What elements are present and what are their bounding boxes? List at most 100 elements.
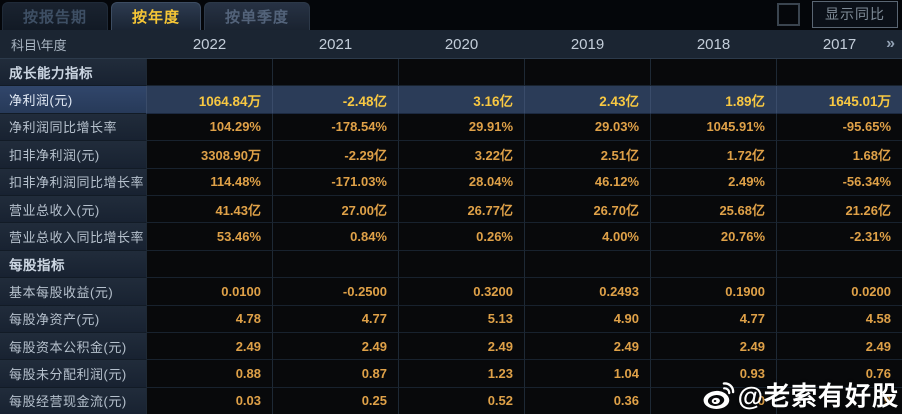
row-label: 扣非净利润同比增长率 xyxy=(0,168,146,196)
value-cell: -2.31% xyxy=(776,223,902,251)
table-header-row: 科目\年度 2022 2021 2020 2019 2018 2017 » xyxy=(0,30,902,59)
table-row[interactable]: 每股资本公积金(元) 2.49 2.49 2.49 2.49 2.49 2.49 xyxy=(0,332,902,361)
value-cell: 41.43亿 xyxy=(146,195,272,224)
value-cell: 0.0100 xyxy=(146,278,272,306)
table-row[interactable]: 营业总收入同比增长率 53.46% 0.84% 0.26% 4.00% 20.76% -2.… xyxy=(0,223,902,251)
value-cell: 104.29% xyxy=(146,113,272,142)
tab-bar: 按报告期 按年度 按单季度 显示同比 xyxy=(0,0,902,30)
value-cell: 1.68亿 xyxy=(776,141,902,169)
row-label: 营业总收入(元) xyxy=(0,195,146,224)
show-yoy-checkbox[interactable] xyxy=(777,3,800,26)
value-cell: 0.88 xyxy=(146,360,272,388)
value-cell: 2.49 xyxy=(524,332,650,361)
value-cell: 114.48% xyxy=(146,168,272,196)
year-header-2017: 2017 » xyxy=(776,30,902,58)
value-cell: 4.77 xyxy=(650,305,776,333)
year-header-2022: 2022 xyxy=(192,35,227,53)
value-cell: 0.36 xyxy=(524,387,650,414)
value-cell xyxy=(398,59,524,87)
value-cell xyxy=(776,250,902,279)
value-cell: 2.49 xyxy=(650,332,776,361)
tab-by-year[interactable]: 按年度 xyxy=(111,2,202,30)
value-cell: 0.84% xyxy=(272,223,398,251)
value-cell: 20.76% xyxy=(650,223,776,251)
value-cell: 2.49 xyxy=(146,332,272,361)
row-label: 基本每股收益(元) xyxy=(0,278,146,306)
value-cell: 21.26亿 xyxy=(776,195,902,224)
value-cell xyxy=(650,59,776,87)
table-row[interactable]: 每股净资产(元) 4.78 4.77 5.13 4.90 4.77 4.58 xyxy=(0,305,902,333)
value-cell: 28.04% xyxy=(398,168,524,196)
value-cell: 27.00亿 xyxy=(272,195,398,224)
row-label: 净利润同比增长率 xyxy=(0,113,146,142)
value-cell: 0.93 xyxy=(650,360,776,388)
value-cell: 1.23 xyxy=(398,360,524,388)
value-cell: 5.13 xyxy=(398,305,524,333)
row-label: 每股经营现金流(元) xyxy=(0,387,146,414)
value-cell: 0.26% xyxy=(398,223,524,251)
value-cell: 29.03% xyxy=(524,113,650,142)
value-cell: 1.89亿 xyxy=(650,86,776,114)
value-cell: -95.65% xyxy=(776,113,902,142)
row-label: 每股资本公积金(元) xyxy=(0,332,146,361)
value-cell: 4.00% xyxy=(524,223,650,251)
row-label: 成长能力指标 xyxy=(0,59,146,87)
value-cell: 0.0200 xyxy=(776,278,902,306)
corner-header: 科目\年度 xyxy=(11,37,67,53)
value-cell: 0.25 xyxy=(272,387,398,414)
value-cell: 26.77亿 xyxy=(398,195,524,224)
section-row: 每股指标 xyxy=(0,250,902,279)
value-cell: 2.43亿 xyxy=(524,86,650,114)
value-cell: -171.03% xyxy=(272,168,398,196)
section-row: 成长能力指标 xyxy=(0,59,902,87)
row-label: 每股净资产(元) xyxy=(0,305,146,333)
value-cell: 4.58 xyxy=(776,305,902,333)
value-cell: 25.68亿 xyxy=(650,195,776,224)
show-yoy-toggle[interactable]: 显示同比 xyxy=(812,1,898,28)
tab-by-report-period[interactable]: 按报告期 xyxy=(2,2,109,30)
table-row[interactable]: 扣非净利润同比增长率 114.48% -171.03% 28.04% 46.12% 2.4… xyxy=(0,168,902,196)
value-cell: -2.48亿 xyxy=(272,86,398,114)
value-cell: 1.04 xyxy=(524,360,650,388)
value-cell: 0.52 xyxy=(398,387,524,414)
table-row[interactable]: 营业总收入(元) 41.43亿 27.00亿 26.77亿 26.70亿 25.68亿 21… xyxy=(0,195,902,224)
value-cell: 4.90 xyxy=(524,305,650,333)
value-cell: 2.49 xyxy=(398,332,524,361)
value-cell: 29.91% xyxy=(398,113,524,142)
year-header-2017-label: 2017 xyxy=(822,35,857,53)
value-cell xyxy=(650,250,776,279)
value-cell xyxy=(272,59,398,87)
value-cell: -178.54% xyxy=(272,113,398,142)
table-row[interactable]: 每股未分配利润(元) 0.88 0.87 1.23 1.04 0.93 0.76 xyxy=(0,360,902,388)
more-columns-icon[interactable]: » xyxy=(886,35,895,52)
value-cell: 4.78 xyxy=(146,305,272,333)
value-cell xyxy=(146,250,272,279)
value-cell: 53.46% xyxy=(146,223,272,251)
value-cell: 0.87 xyxy=(272,360,398,388)
year-header-2019: 2019 xyxy=(570,35,605,53)
value-cell: 2.49 xyxy=(272,332,398,361)
value-cell: 1645.01万 xyxy=(776,86,902,114)
value-cell: 2.49 xyxy=(776,332,902,361)
value-cell: -0.2500 xyxy=(272,278,398,306)
row-label: 净利润(元) xyxy=(0,86,146,114)
table-row[interactable]: 每股经营现金流(元) 0.03 0.25 0.52 0.36 0 9 xyxy=(0,387,902,414)
value-cell xyxy=(398,250,524,279)
table-row[interactable]: 净利润(元) 1064.84万 -2.48亿 3.16亿 2.43亿 1.89亿 1645.… xyxy=(0,86,902,114)
row-label: 扣非净利润(元) xyxy=(0,141,146,169)
value-cell xyxy=(524,59,650,87)
table-row[interactable]: 基本每股收益(元) 0.0100 -0.2500 0.3200 0.2493 0.1900… xyxy=(0,278,902,306)
table-row[interactable]: 净利润同比增长率 104.29% -178.54% 29.91% 29.03% 1045.… xyxy=(0,113,902,142)
row-label: 营业总收入同比增长率 xyxy=(0,223,146,251)
value-cell: -56.34% xyxy=(776,168,902,196)
table-row[interactable]: 扣非净利润(元) 3308.90万 -2.29亿 3.22亿 2.51亿 1.72亿 1.6… xyxy=(0,141,902,169)
tab-by-single-quarter[interactable]: 按单季度 xyxy=(204,2,311,30)
value-cell: 0.03 xyxy=(146,387,272,414)
year-header-2021: 2021 xyxy=(318,35,353,53)
value-cell: 0.76 xyxy=(776,360,902,388)
value-cell: 46.12% xyxy=(524,168,650,196)
value-cell: 1045.91% xyxy=(650,113,776,142)
value-cell: 2.49% xyxy=(650,168,776,196)
year-header-2018: 2018 xyxy=(696,35,731,53)
